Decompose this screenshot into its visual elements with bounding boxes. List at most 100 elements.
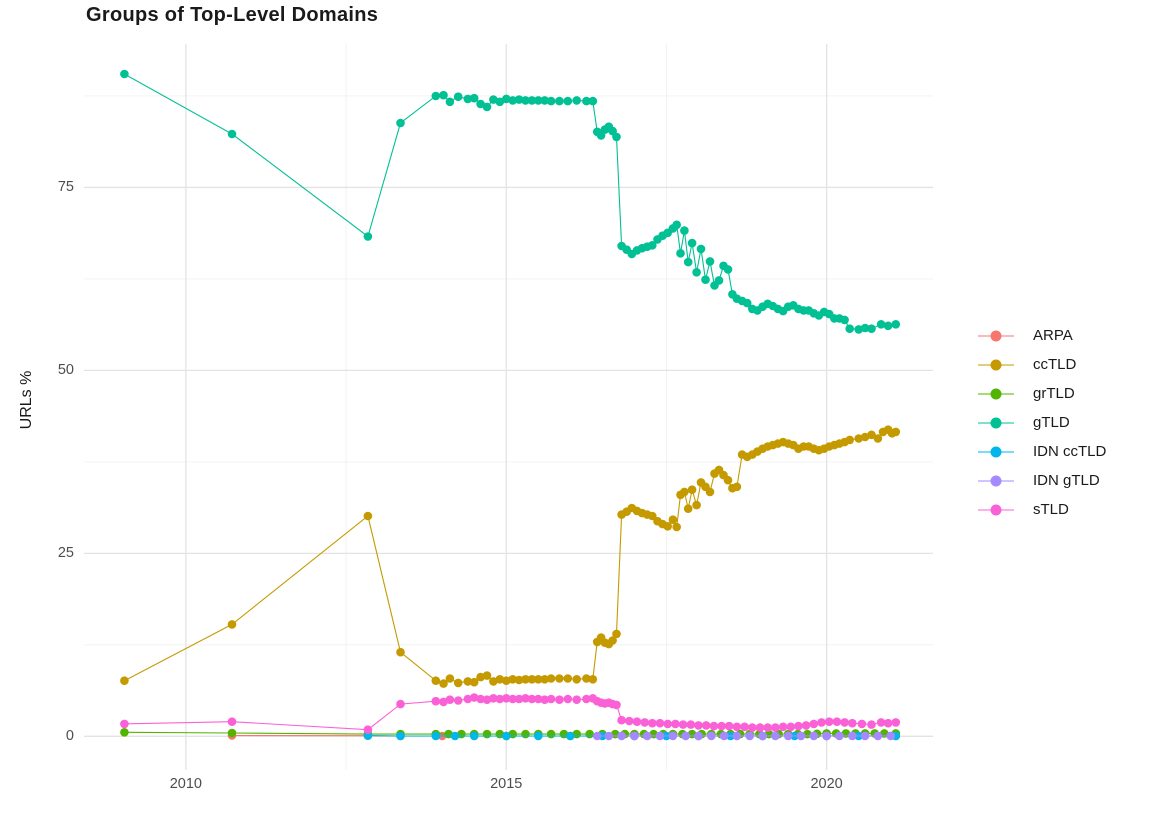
series-point-gtld [696, 244, 706, 254]
series-point-idn-gtld [655, 731, 665, 741]
series-point-stld [678, 720, 688, 729]
series-point-cctld [648, 511, 657, 521]
series-point-grtld [585, 729, 594, 739]
series-point-stld [396, 699, 405, 709]
series-point-cctld [463, 677, 473, 686]
series-point-stld [476, 694, 485, 704]
series-point-stld [840, 718, 849, 727]
series-point-cctld [891, 427, 901, 437]
legend-dot-icon [990, 359, 1002, 370]
series-point-idn-gtld [719, 731, 729, 741]
series-point-stld [546, 694, 556, 704]
series-point-cctld [867, 430, 876, 440]
series-point-stld [794, 721, 803, 731]
series-point-stld [671, 719, 680, 729]
series-point-cctld [431, 676, 441, 685]
series-point-gtld [363, 232, 373, 241]
series-point-stld [632, 717, 642, 726]
series-point-gtld [867, 324, 876, 334]
series-point-gtld [854, 325, 863, 334]
legend-dot-icon [990, 504, 1002, 515]
series-point-gtld [120, 69, 129, 79]
series-point-cctld [396, 647, 405, 657]
series-point-stld [521, 694, 530, 703]
series-point-idn-gtld [886, 731, 895, 741]
series-point-cctld [555, 674, 564, 683]
legend-dot-icon [990, 446, 1002, 457]
series-point-cctld [687, 485, 697, 495]
series-point-idn-cctld [396, 731, 405, 741]
legend-label: sTLD [1033, 501, 1069, 518]
series-point-stld [482, 695, 492, 704]
series-point-stld [527, 694, 537, 704]
series-point-gtld [469, 93, 479, 103]
y-tick-label: 0 [65, 728, 74, 745]
series-point-stld [717, 721, 726, 731]
legend: ARPA ccTLD grTLD gTLD IDN ccTLD IDN gTLD sTLD [977, 321, 1106, 524]
series-point-gtld [453, 92, 463, 101]
series-point-stld [489, 694, 498, 703]
series-point-gtld [692, 268, 701, 277]
series-point-gtld [563, 96, 573, 106]
series-point-gtld [463, 94, 473, 104]
series-point-stld [540, 695, 549, 704]
legend-item-idn-cctld: IDN ccTLD [977, 437, 1106, 466]
series-point-stld [867, 720, 876, 729]
series-point-stld [534, 694, 543, 704]
series-point-stld [363, 725, 373, 734]
series-point-gtld [742, 298, 752, 308]
legend-item-idn-gtld: IDN gTLD [977, 466, 1106, 495]
series-point-stld [701, 721, 711, 730]
series-point-idn-gtld [848, 731, 857, 741]
legend-key-icon [977, 415, 1015, 431]
series-point-stld [771, 723, 780, 732]
series-point-cctld [453, 678, 463, 688]
series-point-stld [227, 717, 237, 726]
series-point-gtld [431, 91, 441, 101]
series-point-stld [724, 721, 734, 731]
series-point-gtld [527, 96, 537, 105]
series-point-cctld [527, 675, 537, 684]
series-point-gtld [582, 96, 591, 106]
series-point-gtld [508, 96, 517, 105]
series-point-grtld [227, 728, 237, 738]
series-point-gtld [876, 320, 886, 329]
series-point-stld [508, 694, 517, 704]
y-tick-label: 25 [57, 545, 74, 562]
series-point-cctld [227, 620, 237, 629]
series-point-stld [891, 718, 901, 727]
series-point-gtld [714, 276, 724, 285]
series-point-idn-gtld [668, 731, 678, 741]
series-point-idn-gtld [771, 731, 780, 741]
legend-key-icon [977, 328, 1015, 344]
series-point-idn-cctld [431, 731, 441, 741]
series-point-stld [876, 718, 886, 727]
series-point-stld [709, 721, 719, 731]
series-point-stld [857, 719, 867, 729]
series-point-stld [582, 694, 591, 704]
series-point-stld [495, 694, 505, 704]
series-point-cctld [546, 674, 556, 683]
series-point-gtld [482, 102, 492, 112]
series-point-cctld [608, 636, 617, 645]
series-point-stld [824, 717, 834, 726]
series-point-gtld [891, 320, 901, 329]
series-point-stld [563, 694, 573, 704]
series-point-stld [120, 719, 129, 729]
series-point-idn-cctld [502, 731, 511, 741]
series-point-idn-gtld [732, 731, 742, 741]
series-point-gtld [514, 95, 524, 104]
series-line-cctld [124, 429, 896, 685]
series-point-stld [809, 719, 819, 729]
legend-dot-icon [990, 417, 1002, 428]
series-point-gtld [572, 96, 581, 105]
series-point-stld [832, 717, 842, 726]
series-point-gtld [676, 249, 685, 258]
legend-label: IDN gTLD [1033, 472, 1100, 489]
series-point-gtld [612, 132, 621, 142]
series-point-idn-cctld [566, 731, 575, 741]
series-point-cctld [363, 511, 373, 521]
series-point-stld [502, 694, 511, 703]
series-point-gtld [396, 118, 405, 128]
